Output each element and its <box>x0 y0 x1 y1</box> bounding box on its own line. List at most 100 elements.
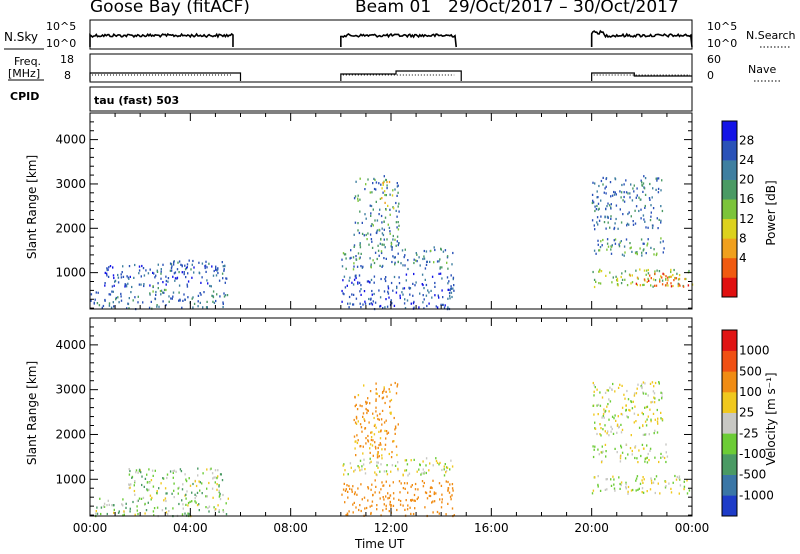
echo-cell <box>383 175 385 178</box>
echo-cell <box>109 293 112 296</box>
echo-cell <box>344 489 347 492</box>
velocity-colorbar-frame <box>721 329 738 517</box>
echo-cell <box>672 481 674 484</box>
echo-cell <box>390 505 392 508</box>
echo-cell <box>642 413 644 416</box>
echo-cell <box>384 216 387 219</box>
echo-cell <box>597 475 599 478</box>
echo-cell <box>352 511 354 514</box>
echo-cell <box>192 306 194 309</box>
echo-cell <box>629 242 631 245</box>
echo-cell <box>434 285 436 288</box>
echo-cell <box>667 284 669 287</box>
echo-cell <box>178 299 180 302</box>
echo-cell <box>659 280 661 283</box>
echo-cell <box>117 276 120 279</box>
echo-cell <box>645 273 647 276</box>
echo-cell <box>397 228 400 231</box>
echo-cell <box>656 431 659 434</box>
echo-cell <box>385 257 387 260</box>
echo-cell <box>657 177 660 180</box>
echo-cell <box>173 482 175 485</box>
echo-cell <box>627 485 630 489</box>
echo-cell <box>439 267 441 270</box>
echo-cell <box>185 493 187 496</box>
echo-cell <box>211 487 214 490</box>
echo-cell <box>449 294 451 298</box>
echo-cell <box>90 293 93 296</box>
echo-cell <box>100 506 103 509</box>
echo-cell <box>224 265 226 268</box>
echo-cell <box>688 489 691 492</box>
echo-cell <box>356 493 358 496</box>
echo-cell <box>218 489 220 492</box>
echo-cell <box>104 271 106 274</box>
echo-cell <box>111 285 114 288</box>
echo-cell <box>447 267 449 270</box>
echo-cell <box>390 281 393 285</box>
echo-cell <box>383 484 385 487</box>
echo-cell <box>367 232 369 235</box>
echo-cell <box>351 281 353 284</box>
echo-cell <box>342 292 344 295</box>
echo-cell <box>162 300 164 303</box>
echo-cell <box>650 277 652 280</box>
echo-cell <box>112 301 114 304</box>
velocity-colorbar-tick-label: -25 <box>739 426 759 440</box>
echo-cell <box>450 498 452 501</box>
echo-cell <box>376 508 378 511</box>
echo-cell <box>445 466 448 469</box>
echo-cell <box>659 278 661 281</box>
echo-cell <box>381 454 383 457</box>
echo-cell <box>656 252 658 255</box>
echo-cell <box>637 488 639 491</box>
echo-cell <box>345 488 347 491</box>
echo-cell <box>395 291 398 294</box>
echo-cell <box>398 480 401 483</box>
echo-cell <box>445 471 447 474</box>
echo-cell <box>617 284 619 287</box>
echo-cell <box>395 209 397 212</box>
echo-cell <box>120 276 123 279</box>
x-tick-label: 00:00 <box>73 521 108 535</box>
echo-cell <box>659 241 662 244</box>
echo-cell <box>674 474 676 478</box>
echo-cell <box>594 386 596 389</box>
echo-cell <box>372 493 374 496</box>
echo-cell <box>610 248 612 251</box>
echo-cell <box>660 417 662 420</box>
echo-cell <box>371 504 373 507</box>
echo-cell <box>622 199 624 202</box>
echo-cell <box>403 287 406 290</box>
echo-cell <box>152 485 155 488</box>
echo-cell <box>110 306 113 309</box>
echo-cell <box>341 265 344 268</box>
echo-cell <box>222 265 224 268</box>
echo-cell <box>610 203 612 206</box>
echo-cell <box>621 183 623 187</box>
echo-cell <box>177 487 179 490</box>
echo-cell <box>423 471 426 474</box>
echo-cell <box>421 273 424 276</box>
echo-cell <box>182 299 184 302</box>
echo-cell <box>350 466 352 469</box>
echo-cell <box>441 498 443 501</box>
echo-cell <box>637 383 639 386</box>
echo-cell <box>188 477 190 480</box>
echo-cell <box>359 404 361 407</box>
echo-cell <box>107 499 109 502</box>
echo-cell <box>390 456 393 459</box>
echo-cell <box>199 481 201 484</box>
echo-cell <box>420 473 422 476</box>
echo-cell <box>362 452 364 455</box>
echo-cell <box>375 399 377 402</box>
echo-cell <box>656 269 658 272</box>
echo-cell <box>106 269 108 272</box>
echo-cell <box>650 401 652 404</box>
echo-cell <box>451 494 453 497</box>
echo-cell <box>642 433 645 436</box>
echo-cell <box>615 217 617 221</box>
echo-cell <box>397 469 399 472</box>
echo-cell <box>148 468 150 471</box>
echo-cell <box>452 276 455 279</box>
